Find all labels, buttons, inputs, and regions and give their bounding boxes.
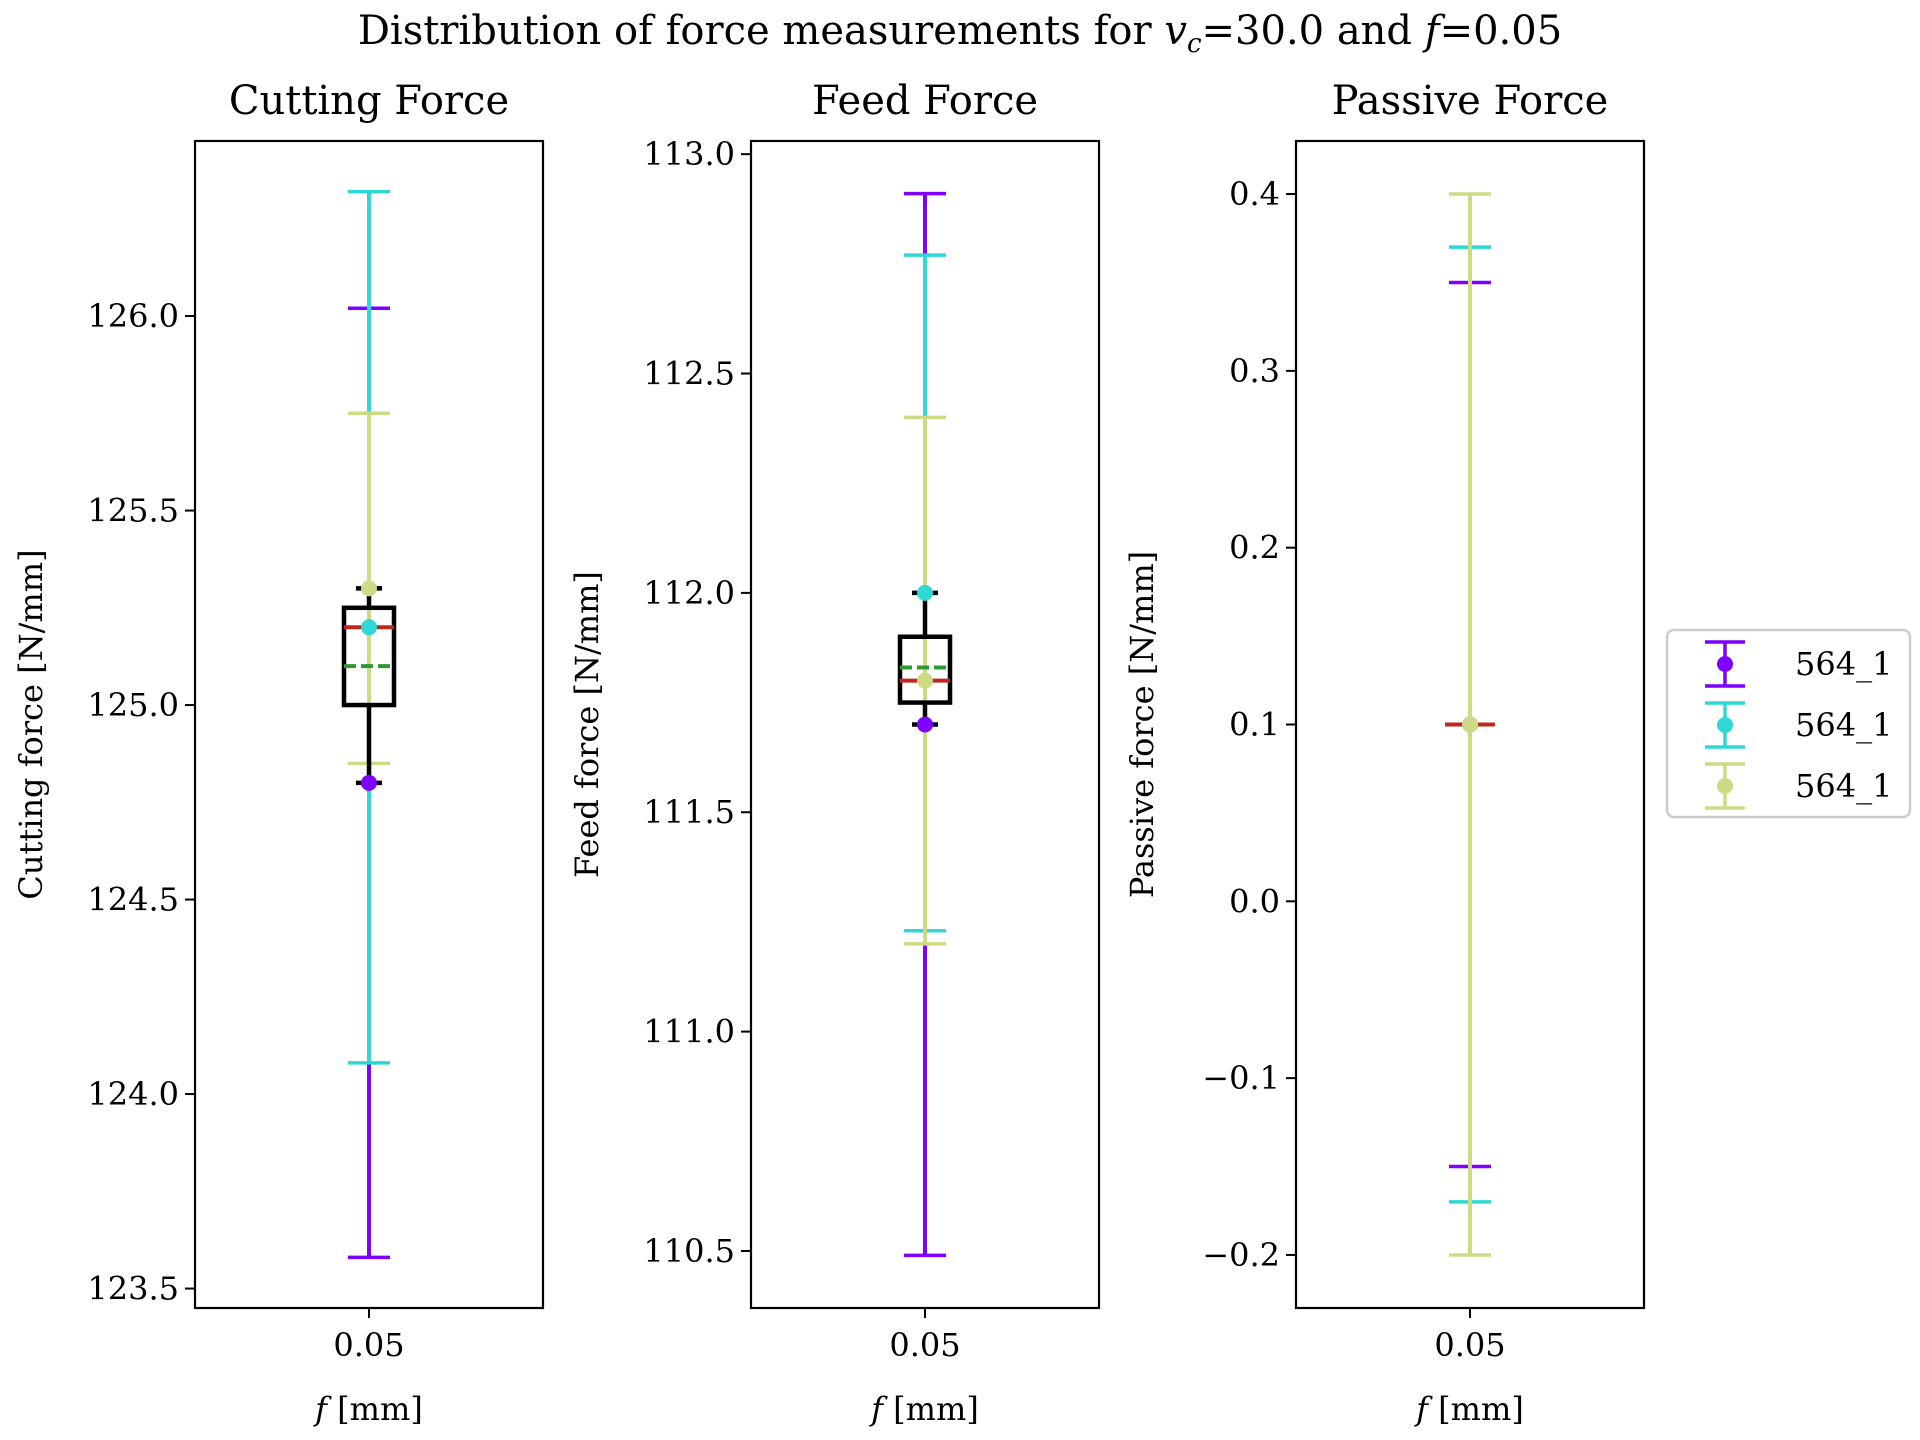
y-tick-label: 123.5 [87, 1270, 179, 1308]
axes-frame [749, 139, 1101, 1310]
legend-marker [1717, 656, 1733, 672]
legend-frame [1665, 628, 1912, 819]
legend-label: 564_1 [1795, 767, 1892, 805]
y-axis-label: Passive force [N/mm] [1123, 551, 1161, 898]
y-tick-label: 125.0 [87, 686, 179, 724]
mean-marker-series-3 [917, 672, 933, 689]
y-axis-label: Feed force [N/mm] [568, 571, 606, 878]
y-tick-label: 112.5 [643, 355, 735, 393]
mean-marker-series-1 [361, 774, 377, 791]
y-tick-label: 110.5 [643, 1232, 735, 1270]
mean-marker-series-2 [361, 619, 377, 636]
legend-label: 564_1 [1795, 706, 1892, 744]
y-tick-label: 112.0 [643, 574, 735, 612]
y-tick-label: 0.3 [1229, 352, 1280, 390]
y-tick-label: 0.1 [1229, 706, 1280, 744]
panel-2: Feed Force 110.5 111.0 111.5 112.0 112.5 113.0… [568, 78, 1101, 1428]
y-tick-label: −0.1 [1202, 1059, 1280, 1097]
y-tick-label: 126.0 [87, 297, 179, 335]
y-tick-label: 111.0 [643, 1013, 735, 1051]
subplot-title: Passive Force [1332, 78, 1609, 124]
x-tick-label: 0.05 [1434, 1326, 1505, 1364]
y-tick-label: 0.2 [1229, 529, 1280, 567]
legend-entry-2: 564_1 [1705, 701, 1892, 749]
y-tick-label: 124.5 [87, 881, 179, 919]
legend-entry-1: 564_1 [1705, 640, 1892, 688]
axes-frame [193, 139, 545, 1310]
y-tick-label: 111.5 [643, 793, 735, 831]
box-iqr [897, 634, 953, 705]
mean-marker-series-1 [917, 716, 933, 733]
legend-marker [1717, 778, 1733, 794]
panels: Cutting Force 123.5 124.0 124.5 125.0 125.5 12… [12, 78, 1646, 1428]
mean-marker-series-3 [1462, 716, 1478, 733]
y-axis-label: Cutting force [N/mm] [12, 549, 50, 899]
x-tick-label: 0.05 [889, 1326, 960, 1364]
mean-marker-series-2 [917, 584, 933, 601]
legend-entry-3: 564_1 [1705, 762, 1892, 810]
y-tick-label: 0.4 [1229, 175, 1280, 213]
y-tick-label: 0.0 [1229, 882, 1280, 920]
panel-3: Passive Force −0.2 −0.1 0.0 0.1 0.2 0.3 0.4 0.05… [1123, 78, 1646, 1428]
panel-1: Cutting Force 123.5 124.0 124.5 125.0 125.5 12… [12, 78, 545, 1428]
x-tick-label: 0.05 [333, 1326, 404, 1364]
legend-marker [1717, 717, 1733, 733]
legend: 564_1 564_1 564_1 [1665, 628, 1912, 819]
y-tick-label: 124.0 [87, 1075, 179, 1113]
y-tick-label: 113.0 [643, 135, 735, 173]
axes-frame [1294, 139, 1646, 1310]
x-axis-label: f [mm] [313, 1390, 423, 1428]
figure-title: Distribution of force measurements for v… [358, 8, 1562, 59]
y-tick-label: −0.2 [1202, 1236, 1280, 1274]
x-axis-label: f [mm] [869, 1390, 979, 1428]
y-tick-label: 125.5 [87, 492, 179, 530]
x-axis-label: f [mm] [1414, 1390, 1524, 1428]
box-iqr [341, 605, 397, 708]
subplot-title: Cutting Force [229, 78, 509, 124]
legend-label: 564_1 [1795, 645, 1892, 683]
mean-marker-series-3 [361, 580, 377, 597]
subplot-title: Feed Force [812, 78, 1038, 124]
